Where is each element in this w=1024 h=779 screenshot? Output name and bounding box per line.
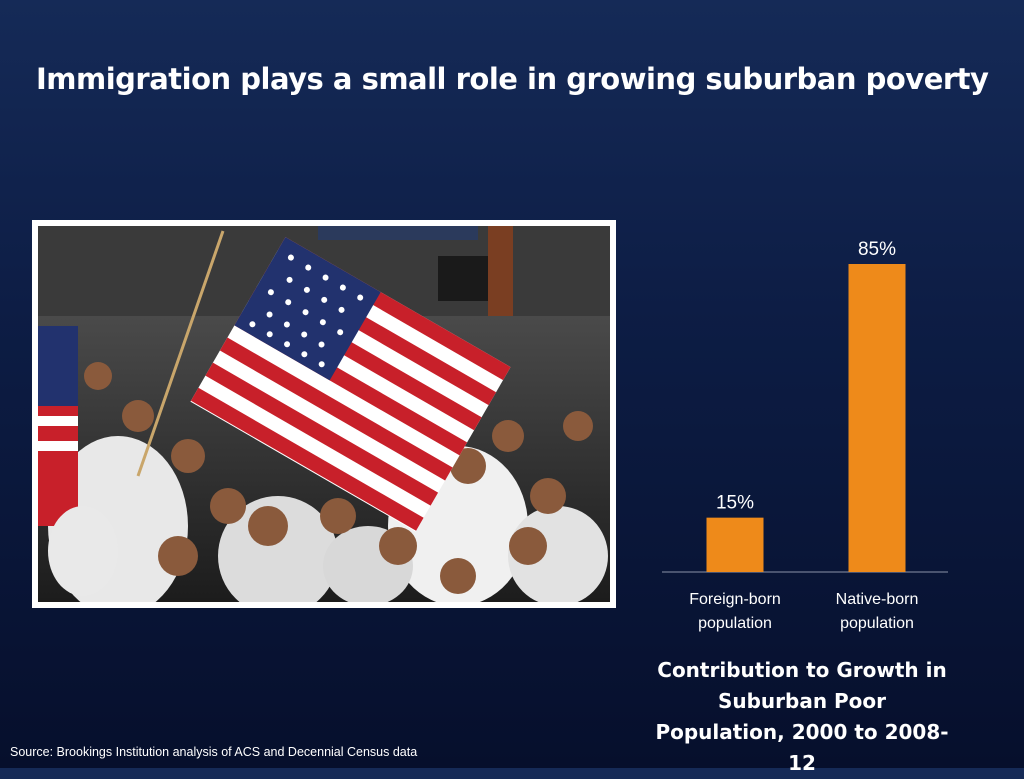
source-note: Source: Brookings Institution analysis o… xyxy=(10,745,418,759)
category-label-1: Native-born population xyxy=(836,591,919,632)
bar-0 xyxy=(706,517,764,572)
bar-value-label-1: 85% xyxy=(858,239,896,260)
rally-photo-frame xyxy=(32,220,616,608)
bar-chart: 15% Foreign-born population 85% Native-born p… xyxy=(662,239,948,632)
bar-value-label-0: 15% xyxy=(716,493,754,514)
chart-title: Contribution to Growth in Suburban Poor … xyxy=(655,658,949,775)
rally-photo xyxy=(38,226,610,602)
slide-title: Immigration plays a small role in growin… xyxy=(36,62,989,96)
category-label-0: Foreign-born population xyxy=(689,591,781,632)
bar-1 xyxy=(848,264,906,572)
